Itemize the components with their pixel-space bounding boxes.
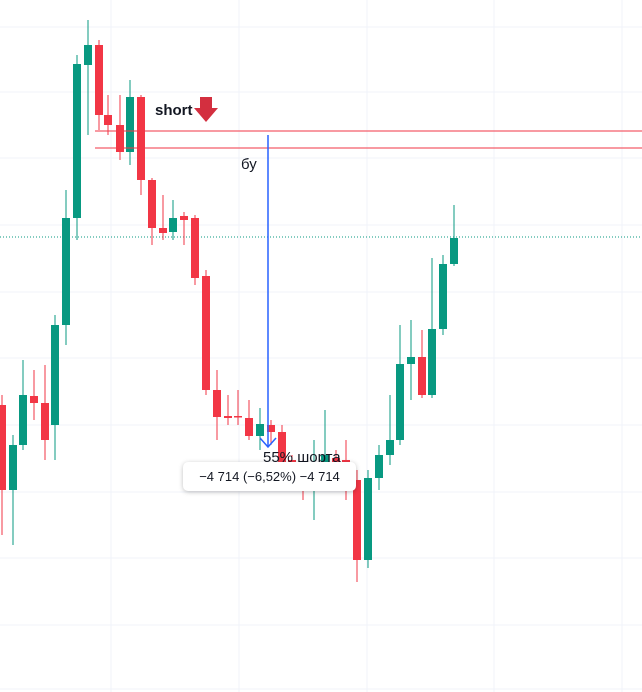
candle [19,360,27,450]
body [19,395,27,445]
candle [9,435,17,545]
candle [137,95,145,195]
body [148,180,156,228]
measure-arrow [259,437,277,449]
body [418,357,426,395]
body [213,390,221,417]
candle [0,395,6,535]
candle [30,370,38,420]
body [126,97,134,152]
body [375,455,383,478]
candle [364,470,372,568]
candle [234,390,242,425]
candle [159,195,167,240]
candle [375,445,383,490]
candle [224,395,232,425]
candle [169,200,177,240]
body [278,432,286,470]
candle [51,315,59,460]
candle [116,95,124,160]
body [428,329,436,395]
body [95,45,103,115]
candle [428,258,436,398]
candle [126,80,134,165]
candle [396,325,404,445]
body [73,64,81,218]
body [364,478,372,560]
body [116,125,124,152]
body [9,445,17,490]
body [84,45,92,65]
candle [213,370,221,440]
body [245,418,253,436]
candle [191,215,199,285]
candle [95,40,103,130]
candle [386,395,394,465]
short-arrow [194,97,218,122]
candle [62,190,70,345]
body [137,97,145,180]
candle [450,205,458,266]
candle [84,20,92,135]
candle [256,408,264,450]
body [224,416,232,418]
body [104,115,112,125]
body [169,218,177,232]
body [267,425,275,432]
body [439,264,447,329]
body [62,218,70,325]
body [386,440,394,455]
body [41,403,49,440]
body [180,216,188,220]
breakeven-label: бу [241,156,257,173]
candle [148,178,156,245]
body [159,228,167,233]
note-label: 55% шорта [263,449,341,466]
candle [418,330,426,398]
candle [439,255,447,335]
body [321,455,329,462]
body [202,276,210,390]
body [191,218,199,278]
tooltip: −4 714 (−6,52%) −4 714 [183,462,356,491]
body [0,405,6,490]
candle [267,420,275,445]
candle [41,365,49,460]
body [332,458,340,462]
candle [202,270,210,395]
body [353,480,361,560]
candle [353,470,361,582]
candle [73,55,81,240]
candle [245,400,253,440]
candle [180,212,188,245]
body [30,396,38,403]
body [51,325,59,425]
candle [104,95,112,135]
body [450,238,458,264]
body [234,416,242,418]
short-label: short [155,102,193,119]
body [396,364,404,440]
body [407,357,415,364]
candles [0,20,458,582]
candle [407,320,415,400]
body [256,424,264,436]
